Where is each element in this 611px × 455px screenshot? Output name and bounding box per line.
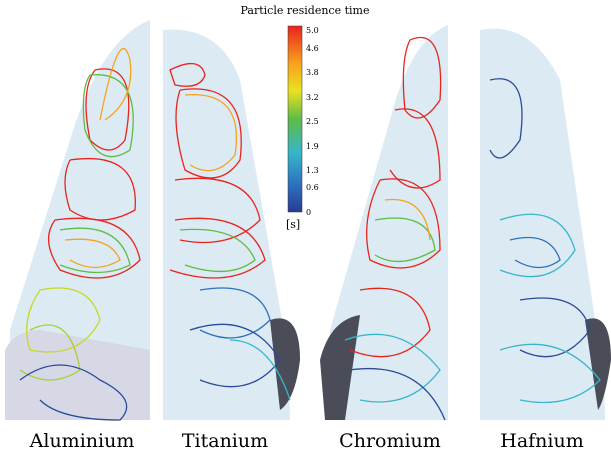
colorbar-tick-label: 2.5 [306,117,319,126]
colorbar-tick-label: 5.0 [306,26,319,35]
panel-label: Hafnium [500,430,584,452]
colorbar-tick-label: 3.8 [306,68,319,77]
colorbar-tick-label: 0.6 [306,183,319,192]
colorbar-tick-label: 1.9 [306,142,319,151]
panel-aluminium [5,20,150,420]
colorbar-ticks: 5.0 4.6 3.8 3.2 2.5 1.9 1.3 0.6 0 [306,26,319,217]
colorbar-tick-label: 3.2 [306,93,319,102]
colorbar-title: Particle residence time [241,4,370,17]
figure: Particle residence time 5.0 4.6 3.8 3.2 2.5 1… [0,0,611,455]
colorbar-tick-label: 1.3 [306,166,319,175]
colorbar-unit: [s] [286,218,300,231]
panel-hafnium [480,29,611,420]
panel-chromium [320,25,448,420]
panel-label: Aluminium [29,430,135,452]
colorbar-tick-label: 4.6 [306,44,319,53]
panel-label: Chromium [339,430,441,452]
colorbar-gradient [288,26,302,212]
panel-titanium [163,30,300,420]
panel-label: Titanium [182,430,268,452]
colorbar-tick-label: 0 [306,208,311,217]
